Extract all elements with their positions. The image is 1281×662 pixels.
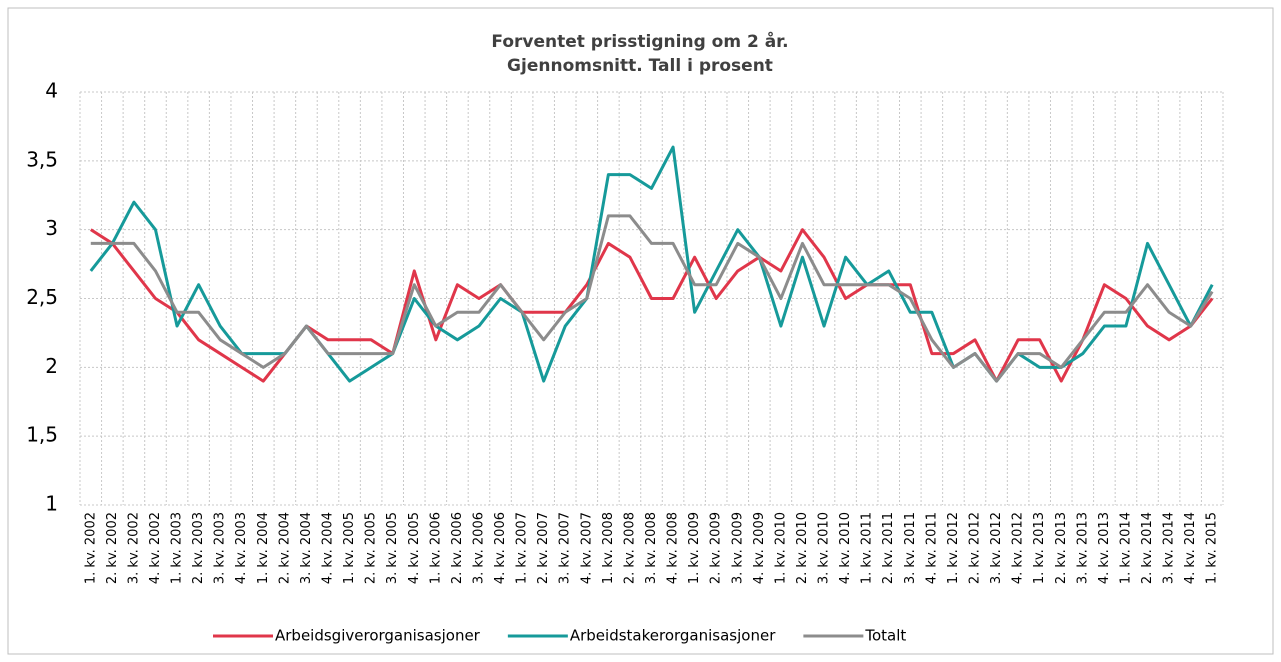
- legend-label: Arbeidsgiverorganisasjoner: [275, 627, 481, 645]
- x-tick-label: 1. kv. 2015: [1205, 512, 1220, 584]
- x-tick-label: 3. kv. 2007: [558, 512, 573, 584]
- x-tick-label: 3. kv. 2011: [903, 512, 918, 584]
- x-tick-label: 4. kv. 2009: [752, 512, 767, 584]
- x-tick-label: 1. kv. 2011: [860, 512, 875, 584]
- x-tick-label: 3. kv. 2009: [730, 512, 745, 584]
- x-tick-label: 3. kv. 2003: [213, 512, 228, 584]
- series-line: [89, 145, 1214, 383]
- x-tick-label: 2. kv. 2010: [795, 512, 810, 584]
- x-tick-label: 1. kv. 2014: [1118, 512, 1133, 584]
- y-tick-label: 3: [45, 216, 58, 240]
- x-tick-label: 4. kv. 2011: [924, 512, 939, 584]
- x-tick-label: 2. kv. 2002: [105, 512, 120, 584]
- x-tick-label: 4. kv. 2008: [666, 512, 681, 584]
- x-tick-label: 3. kv. 2002: [126, 512, 141, 584]
- legend-label: Arbeidstakerorganisasjoner: [570, 627, 776, 645]
- chart-subtitle: Gjennomsnitt. Tall i prosent: [507, 56, 773, 76]
- x-tick-label: 4. kv. 2002: [148, 512, 163, 584]
- x-tick-label: 3. kv. 2010: [817, 512, 832, 584]
- y-tick-label: 1: [45, 492, 58, 516]
- x-tick-label: 3. kv. 2012: [989, 512, 1004, 584]
- x-tick-label: 1. kv. 2005: [342, 512, 357, 584]
- x-tick-label: 3. kv. 2013: [1075, 512, 1090, 584]
- x-tick-label: 2. kv. 2012: [967, 512, 982, 584]
- series-line: [89, 228, 1214, 383]
- x-tick-label: 2. kv. 2011: [881, 512, 896, 584]
- x-tick-label: 4. kv. 2010: [838, 512, 853, 584]
- x-tick-label: 4. kv. 2005: [407, 512, 422, 584]
- chart-frame: [7, 7, 1274, 655]
- x-tick-label: 2. kv. 2006: [450, 512, 465, 584]
- x-tick-label: 1. kv. 2012: [946, 512, 961, 584]
- x-tick-label: 4. kv. 2006: [493, 512, 508, 584]
- legend-label: Totalt: [864, 627, 906, 645]
- y-tick-label: 4: [45, 79, 58, 103]
- x-tick-label: 1. kv. 2006: [428, 512, 443, 584]
- x-tick-label: 4. kv. 2014: [1183, 512, 1198, 584]
- x-tick-label: 4. kv. 2007: [579, 512, 594, 584]
- x-tick-label: 1. kv. 2010: [773, 512, 788, 584]
- y-tick-label: 2: [45, 354, 58, 378]
- x-tick-label: 4. kv. 2012: [1011, 512, 1026, 584]
- x-tick-label: 3. kv. 2005: [385, 512, 400, 584]
- x-tick-label: 3. kv. 2008: [644, 512, 659, 584]
- x-tick-label: 1. kv. 2003: [170, 512, 185, 584]
- x-tick-label: 4. kv. 2013: [1097, 512, 1112, 584]
- x-tick-label: 1. kv. 2004: [256, 512, 271, 584]
- x-tick-label: 1. kv. 2008: [601, 512, 616, 584]
- x-tick-label: 3. kv. 2004: [299, 512, 314, 584]
- x-tick-label: 2. kv. 2004: [277, 512, 292, 584]
- x-tick-label: 1. kv. 2007: [515, 512, 530, 584]
- x-tick-label: 3. kv. 2014: [1162, 512, 1177, 584]
- x-tick-label: 4. kv. 2003: [234, 512, 249, 584]
- x-tick-label: 1. kv. 2002: [83, 512, 98, 584]
- x-tick-label: 4. kv. 2004: [321, 512, 336, 584]
- x-tick-label: 2. kv. 2013: [1054, 512, 1069, 584]
- x-tick-label: 1. kv. 2009: [687, 512, 702, 584]
- y-tick-label: 3,5: [26, 147, 58, 171]
- series-line: [90, 214, 1214, 383]
- x-tick-label: 2. kv. 2009: [709, 512, 724, 584]
- chart-title: Forventet prisstigning om 2 år.: [491, 30, 788, 52]
- y-tick-label: 1,5: [26, 423, 58, 447]
- x-tick-label: 3. kv. 2006: [471, 512, 486, 584]
- x-tick-label: 2. kv. 2003: [191, 512, 206, 584]
- x-tick-label: 2. kv. 2005: [364, 512, 379, 584]
- x-tick-label: 2. kv. 2014: [1140, 512, 1155, 584]
- x-tick-label: 1. kv. 2013: [1032, 512, 1047, 584]
- x-tick-label: 2. kv. 2008: [622, 512, 637, 584]
- x-tick-label: 2. kv. 2007: [536, 512, 551, 584]
- y-tick-label: 2,5: [26, 285, 58, 309]
